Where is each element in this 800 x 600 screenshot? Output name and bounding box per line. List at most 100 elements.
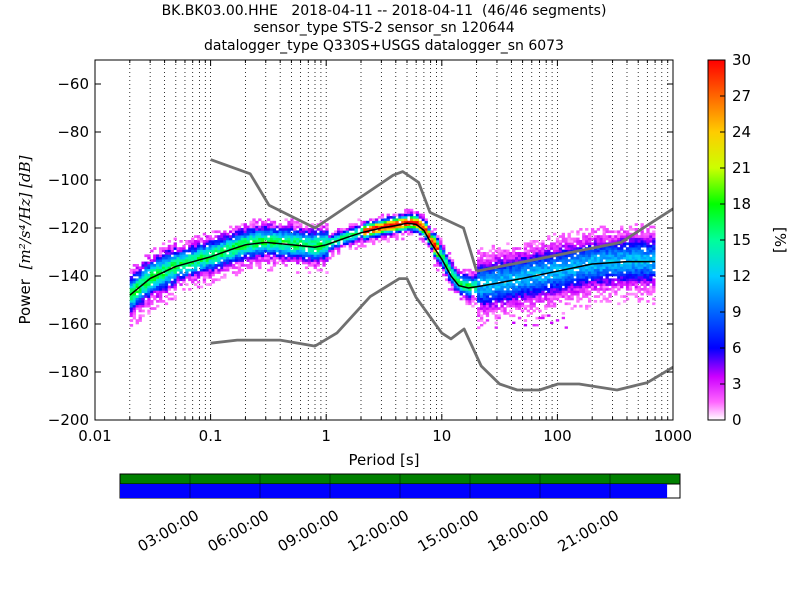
heatmap-cell	[264, 242, 268, 246]
heatmap-cell	[167, 247, 172, 250]
heatmap-cell	[622, 232, 627, 236]
heatmap-cell	[205, 264, 209, 267]
heatmap-cell	[147, 290, 151, 294]
heatmap-cell	[515, 247, 519, 250]
heatmap-cell	[156, 288, 160, 291]
heatmap-cell	[596, 240, 601, 243]
y-tick-label: −200	[48, 411, 89, 429]
heatmap-cell	[147, 295, 151, 298]
heatmap-cell	[374, 225, 379, 229]
heatmap-cell	[310, 264, 315, 267]
heatmap-cell	[191, 256, 195, 260]
heatmap-cell	[299, 230, 303, 234]
heatmap-cell	[129, 314, 134, 318]
heatmap-cell	[517, 264, 522, 267]
heatmap-cell	[590, 228, 595, 231]
heatmap-cell	[462, 283, 466, 286]
heatmap-cell	[579, 297, 583, 301]
heatmap-cell	[479, 297, 484, 301]
heatmap-cell	[637, 261, 641, 265]
heatmap-cell	[205, 266, 209, 270]
heatmap-cell	[196, 249, 201, 253]
heatmap-cell	[179, 268, 183, 272]
heatmap-cell	[231, 228, 236, 231]
heatmap-cell	[226, 256, 230, 260]
heatmap-cell	[322, 256, 326, 260]
heatmap-cell	[547, 273, 551, 277]
heatmap-cell	[322, 230, 326, 234]
heatmap-cell	[401, 232, 405, 236]
heatmap-cell	[585, 268, 589, 272]
heatmap-cell	[310, 240, 315, 243]
heatmap-cell	[296, 252, 300, 255]
heatmap-cell	[336, 232, 341, 236]
heatmap-cell	[535, 268, 539, 272]
heatmap-cell	[234, 266, 239, 270]
heatmap-cell	[444, 256, 449, 260]
heatmap-cell	[576, 230, 580, 234]
heatmap-cell	[360, 223, 364, 226]
heatmap-cell	[590, 288, 595, 291]
heatmap-cell	[272, 235, 277, 238]
heatmap-cell	[547, 300, 551, 303]
heatmap-cell	[587, 300, 592, 303]
heatmap-cell	[287, 259, 291, 262]
heatmap-cell	[194, 276, 198, 279]
heatmap-cell	[491, 312, 495, 315]
heatmap-cell	[237, 259, 242, 262]
heatmap-cell	[459, 271, 463, 274]
heatmap-cell	[258, 218, 262, 222]
heatmap-cell	[240, 259, 245, 262]
y-tick-label: −180	[48, 363, 89, 381]
heatmap-cell	[199, 252, 204, 255]
heatmap-cell	[334, 244, 338, 248]
heatmap-cell	[552, 292, 557, 296]
heatmap-cell	[269, 225, 274, 229]
heatmap-cell	[234, 249, 239, 253]
heatmap-cell	[287, 228, 291, 231]
heatmap-cell	[164, 302, 169, 306]
heatmap-cell	[582, 252, 586, 255]
heatmap-cell	[631, 240, 636, 243]
heatmap-cell	[474, 290, 478, 294]
heatmap-cell	[593, 252, 598, 255]
heatmap-cell	[479, 247, 484, 250]
heatmap-cell	[266, 225, 271, 229]
heatmap-cell	[608, 254, 612, 258]
heatmap-cell	[226, 266, 230, 270]
heatmap-cell	[602, 288, 606, 291]
heatmap-cell	[482, 304, 487, 308]
heatmap-cell	[608, 240, 612, 243]
heatmap-cell	[599, 237, 603, 241]
heatmap-cell	[269, 256, 274, 260]
heatmap-cell	[646, 228, 650, 231]
heatmap-cell	[640, 264, 644, 267]
heatmap-cell	[164, 247, 169, 250]
heatmap-cell	[380, 235, 385, 238]
heatmap-cell	[576, 288, 580, 291]
heatmap-cell	[517, 256, 522, 260]
heatmap-cell	[372, 230, 376, 234]
heatmap-cell	[500, 261, 504, 265]
heatmap-cell	[564, 292, 568, 296]
heatmap-cell	[234, 254, 239, 258]
heatmap-cell	[191, 276, 195, 279]
heatmap-cell	[529, 244, 533, 248]
heatmap-cell	[374, 235, 379, 238]
heatmap-cell	[161, 249, 166, 253]
heatmap-cell	[605, 300, 609, 303]
heatmap-cell	[418, 220, 423, 224]
heatmap-cell	[401, 220, 405, 224]
heatmap-cell	[164, 271, 169, 274]
heatmap-cell	[246, 235, 250, 238]
heatmap-cell	[622, 283, 627, 286]
heatmap-cell	[439, 252, 443, 255]
heatmap-cell	[150, 307, 154, 310]
heatmap-cell	[252, 240, 256, 243]
heatmap-cell	[488, 249, 493, 253]
heatmap-cell	[631, 247, 636, 250]
heatmap-cell	[252, 225, 256, 229]
heatmap-cell	[652, 252, 656, 255]
heatmap-cell	[433, 252, 437, 255]
heatmap-cell	[217, 230, 221, 234]
